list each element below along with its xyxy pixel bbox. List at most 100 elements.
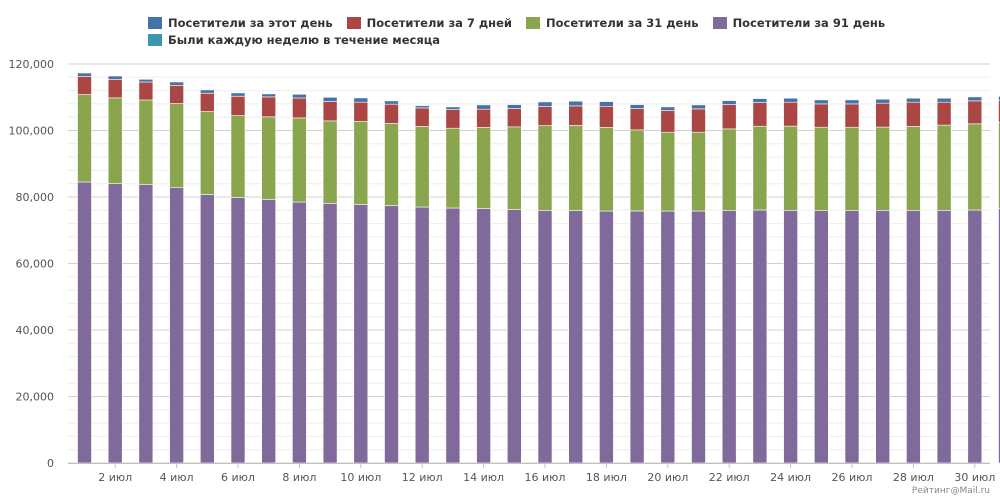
bar-segment[interactable] xyxy=(138,99,154,186)
bar-segment[interactable] xyxy=(107,75,123,80)
bar-segment[interactable] xyxy=(384,103,399,124)
legend-item-weekly-month[interactable]: Были каждую неделю в течение месяца xyxy=(148,33,440,47)
bar-segment[interactable] xyxy=(322,203,338,464)
bar-segment[interactable] xyxy=(169,187,184,464)
bar-segment[interactable] xyxy=(292,94,307,99)
bar-segment[interactable] xyxy=(906,101,921,127)
bar-segment[interactable] xyxy=(476,127,491,209)
legend-item-91-days[interactable]: Посетители за 91 день xyxy=(712,16,885,30)
bar-segment[interactable] xyxy=(906,126,921,211)
bar-segment[interactable] xyxy=(568,100,584,107)
bar-segment[interactable] xyxy=(230,115,246,198)
bar-segment[interactable] xyxy=(230,92,246,97)
bar-segment[interactable] xyxy=(721,100,737,105)
bar-segment[interactable] xyxy=(783,101,798,127)
bar-segment[interactable] xyxy=(537,125,553,211)
bar-segment[interactable] xyxy=(599,101,614,107)
bar-segment[interactable] xyxy=(414,206,430,464)
bar-segment[interactable] xyxy=(783,125,798,211)
bar-segment[interactable] xyxy=(476,104,491,110)
bar-segment[interactable] xyxy=(721,128,737,211)
bar-segment[interactable] xyxy=(660,106,676,111)
bar-segment[interactable] xyxy=(813,103,829,128)
bar-segment[interactable] xyxy=(353,121,369,205)
bar-segment[interactable] xyxy=(200,111,215,195)
bar-segment[interactable] xyxy=(998,96,1000,101)
bar-segment[interactable] xyxy=(813,126,829,211)
bar-segment[interactable] xyxy=(783,97,798,103)
bar-segment[interactable] xyxy=(691,108,706,133)
bar-segment[interactable] xyxy=(414,107,430,127)
bar-segment[interactable] xyxy=(445,109,461,129)
bar-segment[interactable] xyxy=(138,81,154,101)
bar-segment[interactable] xyxy=(629,108,645,131)
bar-segment[interactable] xyxy=(721,104,737,130)
bar-segment[interactable] xyxy=(506,108,522,128)
bar-segment[interactable] xyxy=(537,106,553,126)
bar-segment[interactable] xyxy=(691,131,706,212)
bar-segment[interactable] xyxy=(107,97,123,185)
bar-segment[interactable] xyxy=(967,123,983,211)
bar-segment[interactable] xyxy=(844,99,860,105)
bar-segment[interactable] xyxy=(629,210,645,464)
bar-segment[interactable] xyxy=(875,210,891,464)
bar-segment[interactable] xyxy=(506,209,522,464)
bar-segment[interactable] xyxy=(906,210,921,464)
bar-segment[interactable] xyxy=(353,204,369,464)
bar-segment[interactable] xyxy=(506,104,522,109)
bar-segment[interactable] xyxy=(967,96,983,102)
bar-segment[interactable] xyxy=(967,100,983,125)
bar-segment[interactable] xyxy=(77,72,92,77)
bar-segment[interactable] xyxy=(599,105,614,128)
bar-segment[interactable] xyxy=(353,101,369,122)
bar-segment[interactable] xyxy=(783,210,798,464)
bar-segment[interactable] xyxy=(384,205,399,464)
bar-segment[interactable] xyxy=(322,120,338,204)
bar-segment[interactable] xyxy=(998,100,1000,123)
bar-segment[interactable] xyxy=(936,97,952,103)
bar-segment[interactable] xyxy=(445,207,461,464)
bar-segment[interactable] xyxy=(936,210,952,464)
bar-segment[interactable] xyxy=(230,197,246,464)
bar-segment[interactable] xyxy=(537,101,553,107)
bar-segment[interactable] xyxy=(599,210,614,464)
bar-segment[interactable] xyxy=(629,104,645,109)
bar-segment[interactable] xyxy=(568,125,584,211)
bar-segment[interactable] xyxy=(721,210,737,464)
bar-segment[interactable] xyxy=(813,210,829,464)
bar-segment[interactable] xyxy=(384,123,399,206)
bar-segment[interactable] xyxy=(476,108,491,128)
bar-segment[interactable] xyxy=(292,117,307,203)
bar-segment[interactable] xyxy=(77,181,92,464)
bar-segment[interactable] xyxy=(322,101,338,122)
bar-segment[interactable] xyxy=(353,97,369,103)
bar-segment[interactable] xyxy=(261,116,277,200)
bar-segment[interactable] xyxy=(476,208,491,464)
bar-segment[interactable] xyxy=(752,102,768,127)
bar-segment[interactable] xyxy=(169,81,184,86)
bar-segment[interactable] xyxy=(384,100,399,105)
bar-segment[interactable] xyxy=(967,209,983,464)
bar-segment[interactable] xyxy=(261,96,277,118)
bar-segment[interactable] xyxy=(506,126,522,210)
bar-segment[interactable] xyxy=(261,93,277,98)
bar-segment[interactable] xyxy=(875,98,891,104)
bar-segment[interactable] xyxy=(875,126,891,211)
bar-segment[interactable] xyxy=(752,98,768,103)
bar-segment[interactable] xyxy=(813,99,829,105)
bar-segment[interactable] xyxy=(537,210,553,464)
bar-segment[interactable] xyxy=(414,105,430,109)
bar-segment[interactable] xyxy=(660,210,676,464)
bar-segment[interactable] xyxy=(936,124,952,211)
bar-segment[interactable] xyxy=(599,127,614,212)
bar-segment[interactable] xyxy=(169,85,184,104)
bar-segment[interactable] xyxy=(998,208,1000,464)
bar-segment[interactable] xyxy=(107,183,123,464)
bar-segment[interactable] xyxy=(875,102,891,128)
bar-segment[interactable] xyxy=(200,194,215,464)
bar-segment[interactable] xyxy=(230,96,246,116)
bar-segment[interactable] xyxy=(169,103,184,188)
bar-segment[interactable] xyxy=(414,126,430,208)
bar-segment[interactable] xyxy=(138,79,154,83)
bar-segment[interactable] xyxy=(200,89,215,94)
